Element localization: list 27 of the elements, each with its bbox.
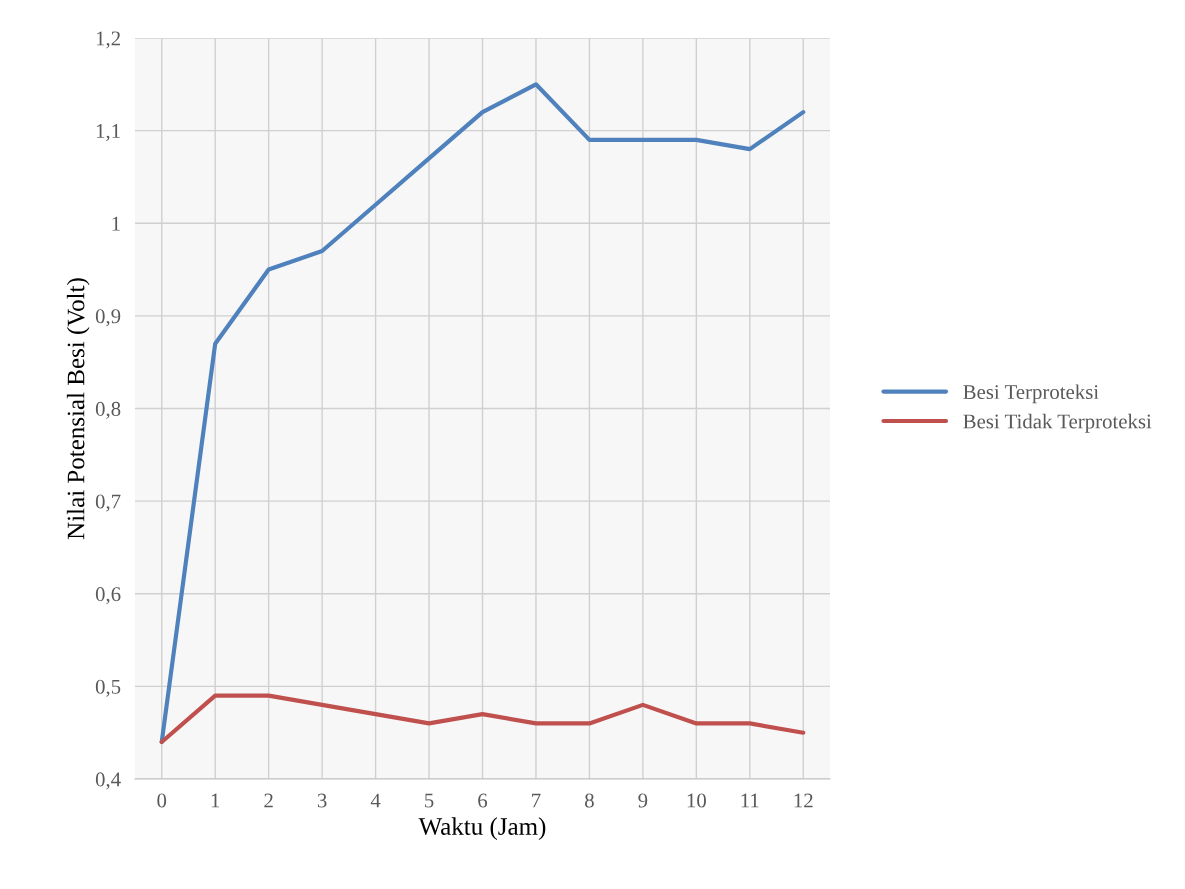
- x-tick-label: 0: [157, 793, 167, 808]
- y-tick-label: 0,6: [95, 587, 121, 605]
- x-tick-label: 2: [264, 793, 273, 808]
- x-tick-label: 9: [638, 793, 648, 808]
- x-axis-title: Waktu (Jam): [418, 817, 546, 841]
- x-tick-label: 1: [211, 793, 220, 808]
- x-tick-label: 5: [425, 793, 434, 808]
- x-tick-label: 3: [317, 793, 327, 808]
- y-tick-label: 0,5: [95, 679, 121, 697]
- y-tick-label: 0,9: [95, 309, 121, 327]
- y-tick-label: 0,4: [95, 772, 121, 790]
- y-tick-label: 1,2: [96, 31, 120, 49]
- x-tick-label: 6: [478, 793, 488, 808]
- y-tick-label: 1,1: [96, 124, 120, 142]
- x-tick-label: 10: [687, 793, 706, 808]
- y-axis-title: Nilai Potensial Besi (Volt): [66, 278, 90, 540]
- line-series: [159, 693, 806, 745]
- x-tick-label: 4: [370, 793, 381, 808]
- y-tick-label: 0,7: [95, 494, 121, 512]
- y-tick-label: 1: [112, 216, 120, 231]
- x-tick-label: 8: [585, 793, 594, 808]
- x-tick-label: 12: [794, 793, 813, 808]
- x-tick-label: 11: [741, 793, 759, 808]
- legend-label: Besi Terproteksi: [963, 384, 1099, 404]
- legend-label: Besi Tidak Terproteksi: [963, 413, 1152, 433]
- y-tick-label: 0,8: [95, 401, 121, 419]
- x-tick-label: 7: [532, 793, 541, 808]
